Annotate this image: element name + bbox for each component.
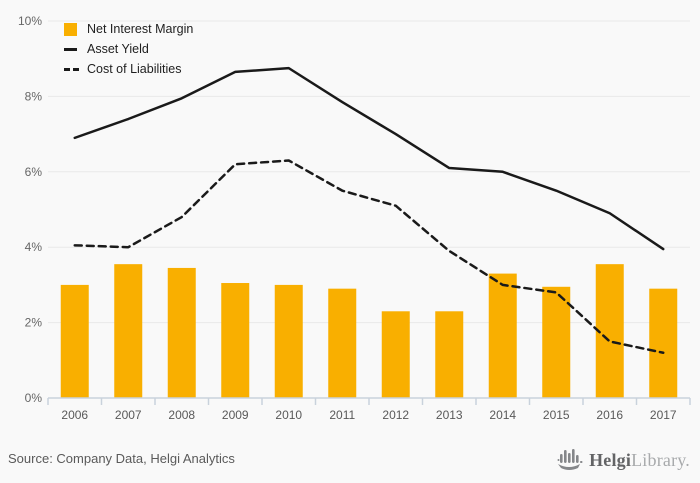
helgi-library-logo: HelgiLibrary. [557, 447, 690, 473]
chart-footer: Source: Company Data, Helgi Analytics He… [0, 431, 700, 483]
series-line-cost-of-liabilities [73, 159, 665, 355]
y-axis-tick-label: 2% [25, 316, 43, 330]
solid-line-swatch-icon [64, 47, 77, 51]
y-axis-tick-label: 8% [25, 89, 43, 103]
bar-2006 [60, 284, 89, 398]
y-axis-tick-label: 0% [25, 391, 43, 405]
x-axis-label-2008: 2008 [168, 408, 195, 422]
x-axis-label-2012: 2012 [382, 408, 409, 422]
x-axis-label-2009: 2009 [222, 408, 249, 422]
bar-2016 [595, 264, 624, 398]
chart-legend: Net Interest Margin Asset Yield Cost of … [64, 22, 193, 76]
legend-label: Cost of Liabilities [87, 62, 182, 76]
legend-label: Asset Yield [87, 42, 149, 56]
source-attribution: Source: Company Data, Helgi Analytics [8, 451, 235, 466]
x-axis-label-2015: 2015 [543, 408, 570, 422]
bar-2015 [542, 286, 571, 398]
bar-2011 [328, 288, 357, 398]
x-axis-label-2014: 2014 [489, 408, 516, 422]
bar-2009 [221, 283, 250, 398]
x-axis-label-2017: 2017 [650, 408, 677, 422]
legend-item-asset-yield: Asset Yield [64, 42, 193, 56]
series-line-asset-yield [73, 66, 665, 251]
legend-item-cost-of-liabilities: Cost of Liabilities [64, 62, 193, 76]
legend-swatch-box [64, 67, 86, 71]
legend-label: Net Interest Margin [87, 22, 194, 36]
bar-2008 [167, 267, 196, 398]
combo-chart: 0% 2% 4% 6% 8% 10% 2006 2007 2008 2009 2010 2011 201… [18, 14, 691, 422]
legend-item-net-interest-margin: Net Interest Margin [64, 22, 193, 36]
legend-swatch-box [64, 47, 86, 51]
logo-text-helgi: Helgi [589, 449, 632, 470]
bar-2007 [114, 264, 143, 398]
bar-2014 [488, 273, 517, 398]
y-axis-tick-label: 4% [25, 240, 43, 254]
bar-2017 [649, 288, 678, 398]
bar-2013 [435, 311, 464, 398]
x-axis-label-2010: 2010 [275, 408, 302, 422]
logo-wordmark: HelgiLibrary. [589, 450, 690, 471]
x-axis-label-2011: 2011 [329, 408, 355, 422]
y-axis-tick-label: 10% [18, 14, 42, 28]
legend-swatch-box [64, 22, 86, 36]
x-axis-label-2006: 2006 [61, 408, 88, 422]
bar-2012 [381, 311, 410, 398]
bar-2010 [274, 284, 303, 398]
helgi-ship-bars-icon [557, 449, 583, 470]
x-axis-label-2016: 2016 [596, 408, 623, 422]
x-axis-label-2007: 2007 [115, 408, 142, 422]
x-axis-label-2013: 2013 [436, 408, 463, 422]
dashed-line-swatch-icon [64, 67, 79, 71]
bar-swatch-icon [64, 22, 77, 36]
y-axis-tick-label: 6% [25, 165, 43, 179]
logo-text-library: Library. [631, 449, 690, 470]
